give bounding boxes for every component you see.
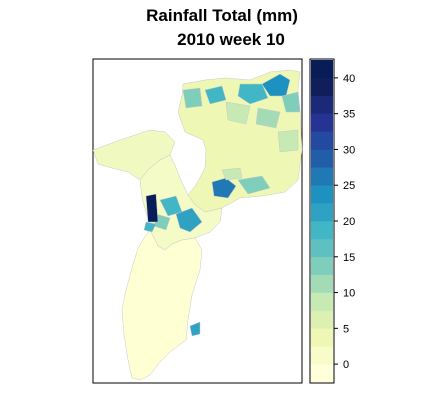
region-patch-n-2 [182, 87, 203, 109]
region-north [177, 69, 303, 213]
mozambique-map [92, 69, 303, 381]
legend-tick-label-8: 0 [343, 359, 349, 371]
region-patch-c-5 [175, 207, 203, 233]
map-title: Rainfall Total (mm) 2010 week 10 [0, 4, 444, 52]
legend-tick-label-3: 25 [343, 180, 355, 192]
region-patch-c-2 [237, 175, 271, 195]
legend-bin-11 [311, 167, 333, 186]
legend-tick-label-7: 5 [343, 323, 349, 335]
legend-bin-15 [311, 95, 333, 114]
region-patch-c-8 [143, 221, 157, 233]
legend-bin-5 [311, 274, 333, 293]
region-patch-n-4 [255, 107, 281, 129]
title-line-2: 2010 week 10 [177, 30, 285, 49]
legend-bin-2 [311, 328, 333, 347]
legend-bin-9 [311, 203, 333, 222]
legend-bin-16 [311, 77, 333, 97]
region-patch-n-1 [204, 85, 227, 105]
legend-bin-10 [311, 185, 333, 204]
legend-bin-17 [311, 60, 333, 79]
title-line-1: Rainfall Total (mm) [146, 6, 298, 25]
legend-tick-label-5: 15 [343, 252, 355, 264]
region-patch-c-3 [221, 167, 243, 181]
region-patch-ne-1 [261, 73, 291, 97]
legend-bin-4 [311, 292, 333, 311]
region-patch-ne-2 [237, 83, 269, 105]
legend-bin-12 [311, 149, 333, 168]
legend-colorbar [311, 60, 333, 383]
region-patch-ne-3 [281, 91, 301, 113]
legend-bin-1 [311, 346, 333, 365]
legend-tick-label-1: 35 [343, 109, 355, 121]
legend-bin-0 [311, 364, 333, 383]
legend-bin-7 [311, 238, 333, 258]
legend-bin-6 [311, 256, 333, 275]
legend-axis: 40 35 30 25 20 15 10 5 0 [334, 73, 355, 371]
region-patch-s-1 [189, 321, 201, 337]
legend-tick-label-6: 10 [343, 288, 355, 300]
region-patch-c-7 [145, 193, 159, 223]
region-patch-n-5 [277, 129, 299, 153]
legend-tick-label-0: 40 [343, 73, 355, 85]
legend-bin-14 [311, 113, 333, 132]
legend-bin-3 [311, 310, 333, 329]
region-patch-c-1 [211, 177, 237, 199]
legend-bin-13 [311, 131, 333, 150]
legend-tick-label-2: 30 [343, 144, 355, 156]
region-patch-n-3 [225, 101, 251, 125]
region-south [121, 229, 203, 381]
legend-tick-label-4: 20 [343, 216, 355, 228]
legend-bin-8 [311, 221, 333, 240]
